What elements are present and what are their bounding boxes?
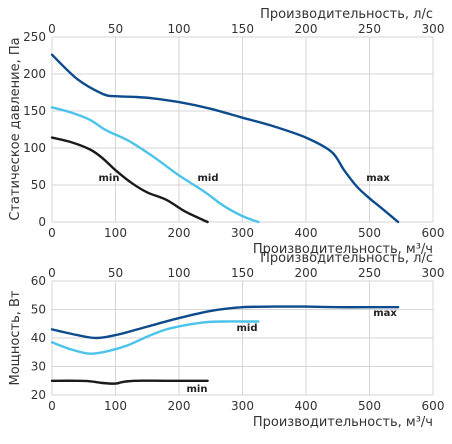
- chart1-y-axis-title: Статическое давление, Па: [8, 37, 23, 220]
- chart2-x2-tick-label: 150: [231, 266, 254, 280]
- chart1-x-tick-label: 300: [231, 226, 254, 240]
- chart2-x-tick-label: 300: [231, 399, 254, 413]
- chart1-x2-tick-label: 200: [295, 22, 318, 36]
- chart2-x-tick-label: 100: [104, 399, 127, 413]
- chart1-x-axis-title: Производительность, м³/ч: [253, 242, 433, 257]
- chart1-y-tick-label: 200: [23, 67, 46, 81]
- chart1-x2-tick-label: 50: [108, 22, 123, 36]
- chart1-x2-tick-label: 300: [422, 22, 445, 36]
- chart2-x2-tick-label: 250: [358, 266, 381, 280]
- chart1-series-mid-line: [50, 106, 260, 224]
- chart2-y-tick-label: 40: [31, 331, 46, 345]
- chart2-y-tick-label: 50: [31, 303, 46, 317]
- chart2-y-axis-title: Мощность, Вт: [8, 290, 23, 385]
- chart1-x2-tick-label: 100: [168, 22, 191, 36]
- chart1-x-tick-label: 200: [168, 226, 191, 240]
- chart1-x-tick-label: 100: [104, 226, 127, 240]
- chart2-x-tick-label: 200: [168, 399, 191, 413]
- chart2-x-tick-label: 500: [358, 399, 381, 413]
- chart2-series-min-line: [50, 379, 209, 385]
- chart1-x2-tick-label: 150: [231, 22, 254, 36]
- chart1-x-tick-label: 500: [358, 226, 381, 240]
- chart1-x2-tick-label: 250: [358, 22, 381, 36]
- chart2-x-axis-title: Производительность, м³/ч: [253, 415, 433, 430]
- chart2-x2-tick-label: 100: [168, 266, 191, 280]
- chart1-x2-axis-title: Производительность, л/с: [260, 7, 433, 22]
- chart2-series-mid-line: [50, 320, 260, 355]
- chart1-x-tick-label: 600: [422, 226, 445, 240]
- chart1-x-tick-label: 400: [295, 226, 318, 240]
- chart2-y-tick-label: 30: [31, 360, 46, 374]
- chart2-x-tick-label: 400: [295, 399, 318, 413]
- chart2-series-max-label: max: [373, 308, 397, 319]
- chart1-y-tick-label: 100: [23, 141, 46, 155]
- chart2-series-max-line: [50, 305, 400, 340]
- chart1-series-max-line: [50, 53, 400, 224]
- chart1-series-mid-label: mid: [197, 173, 218, 184]
- chart1-y-tick-label: 50: [31, 178, 46, 192]
- chart1-y-tick-label: 250: [23, 30, 46, 44]
- chart2-x2-tick-label: 0: [48, 266, 56, 280]
- chart2-y-tick-label: 60: [31, 274, 46, 288]
- chart2-x-tick-label: 0: [48, 399, 56, 413]
- chart1-y-tick-label: 0: [38, 215, 46, 229]
- chart2-series-mid-label: mid: [236, 323, 257, 334]
- chart1-x-tick-label: 0: [48, 226, 56, 240]
- chart1-series-min-line: [50, 136, 209, 224]
- chart1-series-min-label: min: [99, 173, 120, 184]
- chart2-x2-tick-label: 300: [422, 266, 445, 280]
- chart2-y-tick-label: 20: [31, 388, 46, 402]
- chart1-series-max-label: max: [366, 173, 390, 184]
- chart2-x2-tick-label: 200: [295, 266, 318, 280]
- chart1-y-tick-label: 150: [23, 104, 46, 118]
- chart1-x2-tick-label: 0: [48, 22, 56, 36]
- chart2-series-min-label: min: [187, 384, 208, 395]
- chart2-x-tick-label: 600: [422, 399, 445, 413]
- chart2-x2-axis-title: Производительность, л/с: [260, 251, 433, 266]
- chart2-x2-tick-label: 50: [108, 266, 123, 280]
